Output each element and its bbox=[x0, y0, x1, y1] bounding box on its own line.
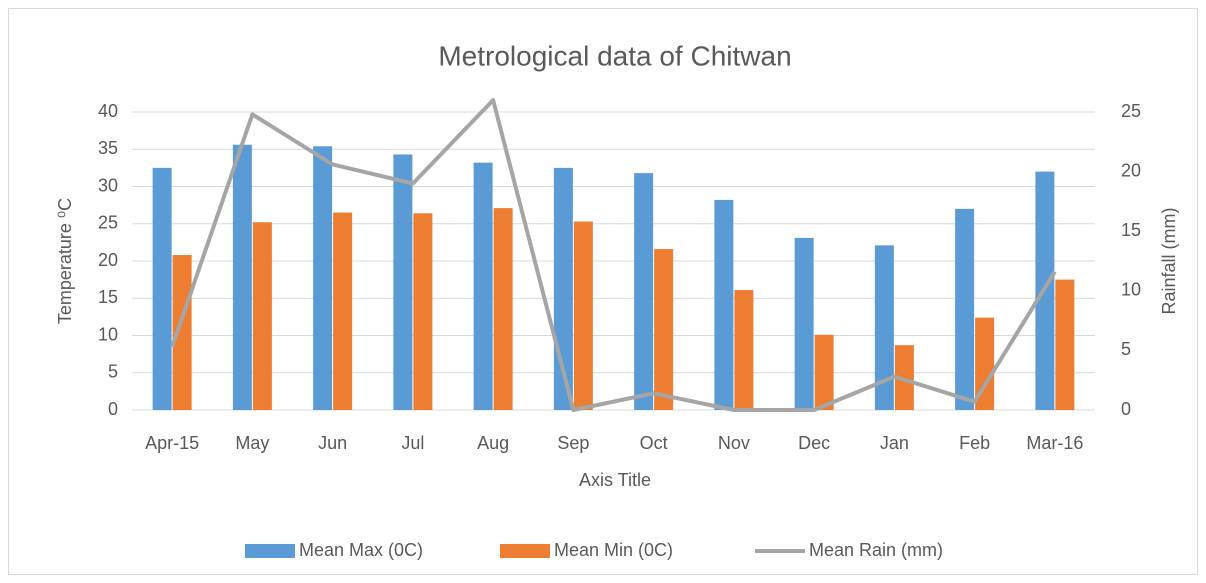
bar bbox=[232, 144, 252, 410]
y-tick-label: 10 bbox=[98, 324, 118, 344]
bar bbox=[152, 167, 172, 410]
chart-title: Metrological data of Chitwan bbox=[438, 40, 791, 71]
bar bbox=[252, 222, 272, 410]
bar bbox=[573, 221, 593, 410]
y-axis-title: Temperature ⁰C bbox=[55, 198, 75, 324]
x-tick-label: Nov bbox=[718, 433, 750, 453]
bar bbox=[333, 212, 353, 410]
bar bbox=[393, 154, 413, 410]
y-tick-label: 20 bbox=[98, 250, 118, 270]
y2-tick-label: 10 bbox=[1121, 280, 1141, 300]
x-tick-label: Feb bbox=[959, 433, 990, 453]
bar bbox=[894, 345, 914, 410]
bar bbox=[473, 162, 493, 410]
chart-border bbox=[8, 8, 1198, 575]
bar bbox=[654, 249, 674, 410]
x-tick-label: Jun bbox=[318, 433, 347, 453]
bar bbox=[975, 317, 995, 410]
y2-tick-label: 25 bbox=[1121, 101, 1141, 121]
legend-label: Mean Max (0C) bbox=[299, 540, 423, 560]
y-tick-label: 35 bbox=[98, 138, 118, 158]
x-tick-label: May bbox=[235, 433, 269, 453]
legend-swatch bbox=[245, 544, 295, 558]
bar bbox=[874, 245, 894, 410]
bar bbox=[714, 199, 734, 410]
x-tick-label: Oct bbox=[640, 433, 668, 453]
legend-label: Mean Min (0C) bbox=[554, 540, 673, 560]
y2-tick-label: 0 bbox=[1121, 399, 1131, 419]
bar bbox=[814, 334, 834, 410]
legend-label: Mean Rain (mm) bbox=[809, 540, 943, 560]
bar bbox=[734, 290, 754, 410]
x-tick-label: Mar-16 bbox=[1026, 433, 1083, 453]
x-tick-label: Sep bbox=[557, 433, 589, 453]
y-tick-label: 25 bbox=[98, 213, 118, 233]
legend-swatch bbox=[500, 544, 550, 558]
y-tick-label: 5 bbox=[108, 362, 118, 382]
y-tick-label: 15 bbox=[98, 287, 118, 307]
y-tick-label: 40 bbox=[98, 101, 118, 121]
y2-tick-label: 15 bbox=[1121, 220, 1141, 240]
bar bbox=[634, 173, 654, 410]
line bbox=[170, 98, 1057, 412]
bar bbox=[955, 208, 975, 410]
bar bbox=[1055, 279, 1075, 410]
x-tick-label: Jul bbox=[401, 433, 424, 453]
x-tick-label: Aug bbox=[477, 433, 509, 453]
bar bbox=[794, 237, 814, 410]
y2-tick-label: 5 bbox=[1121, 339, 1131, 359]
bar bbox=[493, 208, 513, 410]
x-axis-title: Axis Title bbox=[579, 470, 651, 490]
y-tick-label: 0 bbox=[108, 399, 118, 419]
bar bbox=[313, 146, 333, 410]
x-tick-label: Dec bbox=[798, 433, 830, 453]
x-tick-label: Jan bbox=[880, 433, 909, 453]
y2-tick-label: 20 bbox=[1121, 160, 1141, 180]
x-tick-label: Apr-15 bbox=[145, 433, 199, 453]
y-tick-label: 30 bbox=[98, 175, 118, 195]
bar bbox=[172, 255, 192, 410]
bar bbox=[413, 213, 433, 410]
y2-axis-title: Rainfall (mm) bbox=[1159, 207, 1179, 314]
